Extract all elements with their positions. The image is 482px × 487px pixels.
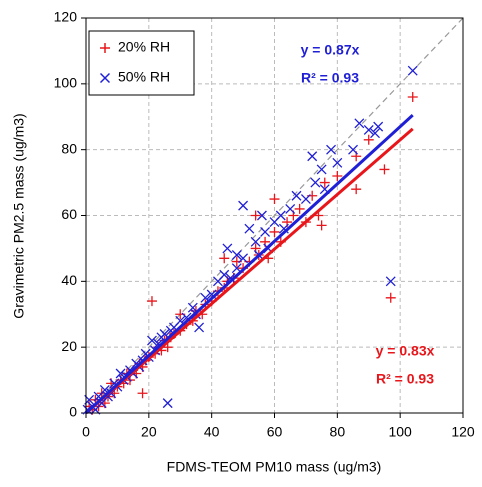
point [385,276,396,287]
point [269,194,280,205]
point [363,134,374,145]
point [219,269,230,280]
point [187,302,198,313]
point [225,273,236,284]
point [244,223,255,234]
point [285,203,296,214]
point [373,121,384,132]
point [370,128,380,139]
point [300,194,311,205]
point [294,203,305,214]
point [194,322,205,333]
point [137,388,148,399]
y-tick-label: 120 [54,9,78,25]
point [275,210,286,221]
point [379,164,390,175]
point [348,144,359,155]
x-tick-label: 60 [267,424,283,440]
x-tick-label: 20 [141,424,157,440]
point [250,236,261,247]
legend-marker [100,43,110,53]
point [162,398,173,409]
point [332,157,343,168]
y-tick-label: 40 [61,272,77,288]
point [310,177,321,188]
x-tick-label: 80 [330,424,346,440]
point [316,220,327,231]
point [326,144,337,155]
x-tick-label: 0 [82,424,90,440]
point [269,226,280,237]
y-tick-label: 100 [54,75,78,91]
point [307,151,318,162]
point [354,118,365,129]
y-tick-label: 80 [61,140,77,156]
point [291,190,302,201]
y-tick-label: 60 [61,206,77,222]
point [407,92,418,102]
legend-marker [99,72,111,84]
legend-box [88,30,195,96]
legend: 20% RH 50% RH [88,30,195,96]
point [219,253,230,264]
point [260,226,271,237]
x-tick-label: 120 [451,424,475,440]
legend-label: 50% RH [118,69,170,85]
fit-line [85,127,414,415]
point [316,164,327,175]
point [332,171,343,181]
point [319,177,330,188]
identity-line [85,17,464,414]
point [407,65,418,76]
point [363,124,374,135]
x-axis-label: FDMS-TEOM PM10 mass (ug/m3) [167,459,382,475]
x-tick-label: 40 [204,424,220,440]
fit-equation: y = 0.87x [301,42,360,58]
point [222,243,233,254]
point [238,253,249,264]
plot-frame [85,17,464,414]
legend-label: 20% RH [118,39,170,55]
point [146,296,157,307]
fit-r2: R² = 0.93 [301,70,359,86]
point [256,210,267,221]
fit-r2: R² = 0.93 [376,371,434,387]
fit-equation: y = 0.83x [376,343,435,359]
point [351,184,362,195]
y-axis-label: Gravimetric PM2.5 mass (ug/m3) [11,113,27,318]
point [115,368,126,379]
point [250,210,261,221]
point [147,335,157,346]
x-tick-label: 100 [388,424,412,440]
y-tick-label: 0 [69,404,77,420]
fit-line [84,114,414,415]
point [385,292,396,303]
point [238,200,249,211]
y-tick-label: 20 [61,338,77,354]
point [231,250,242,260]
